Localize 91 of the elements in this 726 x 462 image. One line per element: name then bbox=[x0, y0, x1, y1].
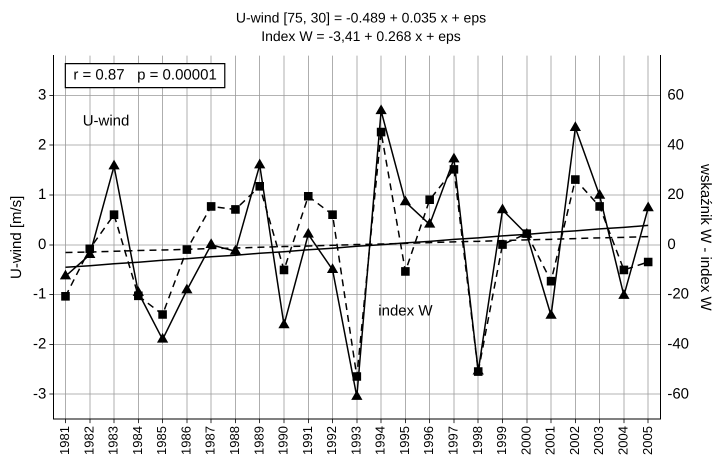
annotation: r = 0.87 p = 0.00001 bbox=[73, 66, 217, 84]
x-tick-label: 1996 bbox=[421, 426, 436, 455]
x-tick-label: 2004 bbox=[615, 426, 630, 455]
point bbox=[328, 210, 337, 219]
point bbox=[401, 267, 410, 276]
point bbox=[231, 205, 240, 214]
x-tick-label: 1998 bbox=[470, 426, 485, 455]
x-tick-label: 2001 bbox=[542, 426, 558, 455]
y-tick-label: 1 bbox=[38, 186, 46, 204]
point bbox=[254, 159, 265, 168]
y-tick-label: 0 bbox=[38, 236, 46, 253]
point bbox=[474, 367, 483, 376]
point bbox=[450, 165, 458, 174]
x-tick-label: 1991 bbox=[300, 426, 315, 455]
x-tick-label: 1985 bbox=[154, 426, 170, 455]
point bbox=[110, 210, 118, 219]
x-tick-label: 1993 bbox=[348, 426, 364, 455]
y2-tick-label: -60 bbox=[667, 385, 690, 402]
point bbox=[182, 245, 192, 254]
y2-tick-label: -20 bbox=[667, 286, 690, 303]
x-tick-label: 1987 bbox=[202, 426, 218, 455]
point bbox=[570, 122, 580, 132]
x-tick-label: 1981 bbox=[57, 426, 72, 455]
x-tick-label: 1992 bbox=[324, 426, 340, 455]
y-tick-label: 2 bbox=[38, 136, 46, 154]
x-tick-label: 1995 bbox=[396, 426, 412, 455]
point bbox=[643, 202, 654, 212]
x-tick-label: 1989 bbox=[251, 426, 266, 455]
point bbox=[618, 290, 629, 299]
y-tick-label: -2 bbox=[32, 336, 46, 353]
point bbox=[595, 202, 604, 211]
x-tick-label: 1988 bbox=[227, 426, 242, 455]
point bbox=[352, 372, 362, 381]
text: U-wind bbox=[82, 112, 130, 130]
point bbox=[425, 195, 434, 204]
point bbox=[255, 182, 264, 191]
point bbox=[644, 258, 652, 266]
series-label: index W bbox=[378, 302, 434, 320]
point bbox=[546, 276, 556, 286]
x-tick-label: 2005 bbox=[640, 426, 655, 455]
point bbox=[230, 246, 241, 255]
point bbox=[303, 228, 314, 238]
point bbox=[108, 160, 120, 170]
point bbox=[376, 105, 386, 114]
y2-tick-label: -40 bbox=[667, 336, 690, 353]
y-axis-title: U-wind [m/s] bbox=[8, 196, 26, 280]
point bbox=[448, 153, 460, 162]
y2-tick-label: 0 bbox=[667, 236, 676, 253]
point bbox=[424, 218, 435, 228]
point bbox=[134, 292, 143, 300]
x-tick-label: 2000 bbox=[518, 426, 534, 455]
x-tick-label: 1984 bbox=[130, 426, 145, 455]
point bbox=[60, 270, 71, 280]
y2-axis-title: wskaźnik W - index W bbox=[696, 162, 714, 312]
x-tick-label: 1997 bbox=[446, 426, 461, 455]
point bbox=[571, 175, 580, 184]
y-tick-label: -1 bbox=[32, 286, 46, 303]
chart-title: U-wind [75, 30] = -0.489 + 0.035 x + eps bbox=[236, 9, 486, 26]
x-tick-label: 1982 bbox=[81, 426, 96, 455]
point bbox=[278, 319, 290, 328]
point bbox=[498, 240, 507, 249]
x-tick-label: 1983 bbox=[106, 426, 121, 455]
point bbox=[400, 196, 410, 206]
point bbox=[85, 244, 94, 254]
x-tick-label: 2002 bbox=[566, 426, 582, 455]
x-tick-label: 1990 bbox=[276, 426, 291, 455]
y-tick-label: -3 bbox=[32, 385, 46, 402]
point bbox=[206, 202, 216, 211]
point bbox=[497, 204, 508, 214]
x-tick-label: 2003 bbox=[591, 426, 606, 455]
point bbox=[376, 128, 386, 136]
chart-subtitle: Index W = -3,41 + 0.268 x + eps bbox=[261, 28, 461, 44]
x-tick-label: 1999 bbox=[494, 426, 510, 455]
point bbox=[594, 190, 605, 199]
point bbox=[182, 284, 192, 294]
x-tick-label: 1986 bbox=[178, 426, 194, 455]
y2-tick-label: 40 bbox=[667, 136, 684, 154]
point bbox=[620, 266, 628, 274]
point bbox=[280, 266, 288, 274]
point bbox=[206, 239, 216, 248]
point bbox=[327, 264, 338, 273]
y2-tick-label: 20 bbox=[667, 186, 684, 204]
point bbox=[546, 310, 556, 319]
y-tick-label: 3 bbox=[38, 86, 46, 104]
point bbox=[352, 390, 362, 400]
point bbox=[304, 192, 313, 201]
point bbox=[158, 334, 168, 343]
x-tick-label: 1994 bbox=[372, 426, 388, 455]
y2-tick-label: 60 bbox=[667, 86, 684, 104]
point bbox=[158, 310, 167, 319]
point bbox=[61, 292, 70, 301]
